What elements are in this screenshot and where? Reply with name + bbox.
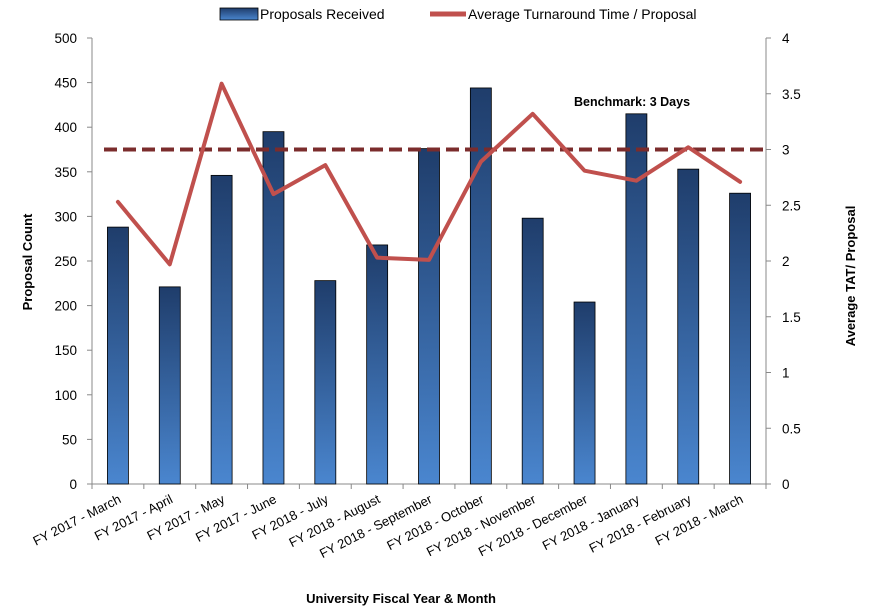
y2-tick-label: 3: [782, 143, 790, 158]
y-tick-label: 0: [69, 477, 77, 492]
bar: [625, 113, 648, 485]
bar: [210, 174, 233, 485]
legend-label-turnaround: Average Turnaround Time / Proposal: [468, 6, 697, 22]
y2-tick-label: 1.5: [782, 310, 801, 325]
y2-tick-label: 0: [782, 477, 790, 492]
y-tick-label: 300: [54, 209, 77, 224]
bar: [521, 217, 544, 485]
y-tick-label: 400: [54, 120, 77, 135]
y2-tick-label: 0.5: [782, 421, 801, 436]
benchmark-label: Benchmark: 3 Days: [574, 95, 690, 109]
bar: [677, 168, 700, 485]
y2-tick-label: 4: [782, 31, 790, 46]
y-tick-label: 50: [62, 432, 77, 447]
y-tick-label: 250: [54, 254, 77, 269]
y-tick-label: 350: [54, 165, 77, 180]
x-axis-title: University Fiscal Year & Month: [306, 591, 496, 606]
bar: [314, 280, 337, 485]
legend-swatch-proposals: [219, 7, 259, 21]
legend-label-proposals: Proposals Received: [260, 6, 385, 22]
y-tick-label: 150: [54, 343, 77, 358]
turnaround-line: [115, 81, 743, 267]
bar: [366, 244, 389, 485]
legend: Proposals Received Average Turnaround Ti…: [219, 6, 697, 22]
bar: [469, 87, 492, 485]
plot-area: 0 50 100 150 200 250 300 350 400 450 500 0 0.5 1 1.5 2 2…: [30, 31, 800, 561]
y-tick-label: 450: [54, 76, 77, 91]
bar: [262, 131, 285, 485]
bar: [107, 226, 129, 485]
y2-tick-label: 2.5: [782, 198, 801, 213]
y2-tick-label: 2: [782, 254, 790, 269]
y-axis-title: Proposal Count: [20, 213, 35, 310]
y-tick-label: 200: [54, 299, 77, 314]
y2-axis-title: Average TAT/ Proposal: [843, 206, 858, 347]
y2-tick-label: 1: [782, 366, 790, 381]
bar: [729, 192, 751, 485]
x-tick-label: FY 2018 - March: [653, 491, 746, 548]
bar: [158, 286, 181, 485]
y-tick-label: 500: [54, 31, 77, 46]
bar: [573, 301, 596, 485]
y2-tick-label: 3.5: [782, 87, 801, 102]
bar: [418, 148, 440, 485]
x-tick-label: FY 2017 - March: [30, 491, 123, 548]
y-tick-label: 100: [54, 388, 77, 403]
